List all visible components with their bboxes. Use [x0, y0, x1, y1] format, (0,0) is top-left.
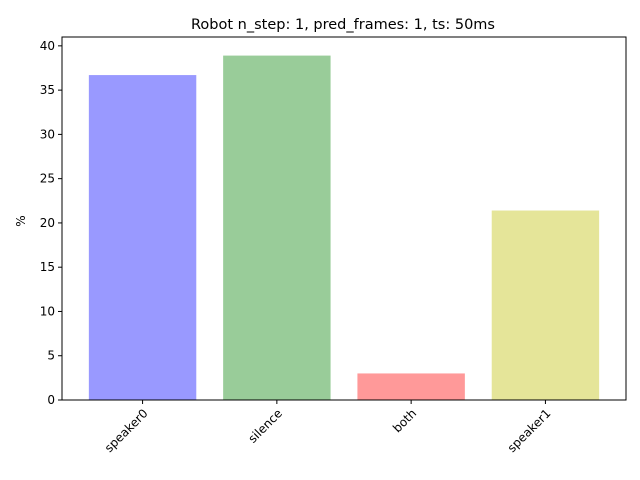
bars-group: [88, 55, 600, 400]
x-tick-label: silence: [245, 406, 285, 446]
chart-title: Robot n_step: 1, pred_frames: 1, ts: 50m…: [191, 17, 495, 33]
y-tick-label: 20: [40, 216, 55, 230]
x-tick-label: speaker0: [102, 406, 151, 455]
plot-frame: [61, 36, 627, 401]
x-tick-label: speaker1: [505, 406, 554, 455]
y-tick-label: 5: [47, 349, 55, 363]
bar-silence: [223, 55, 331, 400]
y-axis-label: %: [14, 215, 28, 226]
y-tick-label: 10: [40, 304, 55, 318]
bar-speaker1: [491, 210, 600, 400]
y-tick-label: 15: [40, 260, 55, 274]
y-tick-label: 30: [40, 127, 55, 141]
y-axis-ticks: 0 5 10 15 20 25 30 35 40: [40, 39, 62, 407]
y-tick-label: 40: [40, 39, 55, 53]
y-tick-label: 35: [40, 83, 55, 97]
bar-speaker0: [88, 75, 197, 400]
x-axis-ticks: speaker0 silence both speaker1: [102, 400, 554, 455]
x-tick-label: both: [390, 406, 419, 435]
y-tick-label: 0: [47, 393, 55, 407]
bar-both: [357, 373, 465, 400]
y-tick-label: 25: [40, 172, 55, 186]
